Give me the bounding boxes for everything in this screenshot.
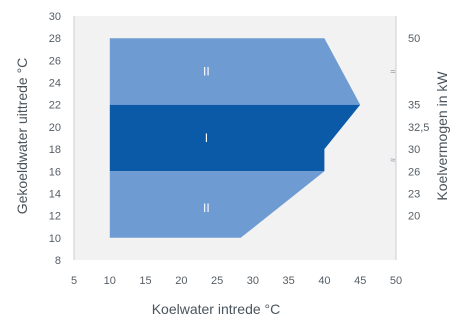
y2-tick-label: 32,5 bbox=[408, 122, 429, 134]
region-1-area bbox=[109, 38, 361, 105]
x-tick-label: 45 bbox=[354, 275, 366, 287]
y2-tick-label: 30 bbox=[408, 144, 420, 156]
x-tick-label: 15 bbox=[139, 275, 151, 287]
region-3-label: II bbox=[203, 201, 210, 215]
x-tick-label: 50 bbox=[390, 275, 402, 287]
y2-tick-label: 35 bbox=[408, 100, 420, 112]
y2-axis-break-mark: ≈ bbox=[391, 155, 396, 165]
x-tick-label: 20 bbox=[175, 275, 187, 287]
y2-axis-title: Koelvermogen in kW bbox=[434, 71, 450, 201]
region-2-label: I bbox=[205, 131, 208, 145]
y-tick-label: 22 bbox=[49, 100, 61, 112]
y-tick-label: 16 bbox=[49, 166, 61, 178]
y-tick-label: 8 bbox=[55, 255, 61, 267]
y-tick-label: 14 bbox=[49, 188, 61, 200]
y-tick-label: 26 bbox=[49, 55, 61, 67]
y-tick-label: 18 bbox=[49, 144, 61, 156]
region-1-label: II bbox=[203, 64, 210, 78]
region-2-area bbox=[109, 104, 361, 172]
region-3-area bbox=[109, 171, 325, 238]
y-tick-label: 28 bbox=[49, 33, 61, 45]
x-tick-label: 35 bbox=[283, 275, 295, 287]
x-tick-label: 5 bbox=[71, 275, 77, 287]
y2-ticks: 50 35 32,5 30 26 23 20 ≈ ≈ bbox=[391, 33, 430, 222]
y-tick-label: 20 bbox=[49, 122, 61, 134]
x-tick-label: 10 bbox=[104, 275, 116, 287]
y2-axis-break-mark: ≈ bbox=[391, 66, 396, 76]
x-ticks: 5 10 15 20 25 30 35 40 45 50 bbox=[71, 275, 402, 287]
y-tick-label: 12 bbox=[49, 211, 61, 223]
x-tick-label: 30 bbox=[247, 275, 259, 287]
y2-tick-label: 26 bbox=[408, 166, 420, 178]
y-tick-label: 24 bbox=[49, 78, 61, 90]
y2-tick-label: 20 bbox=[408, 211, 420, 223]
x-axis-title: Koelwater intrede °C bbox=[152, 301, 281, 317]
y2-tick-label: 50 bbox=[408, 33, 420, 45]
y-tick-label: 10 bbox=[49, 233, 61, 245]
y2-tick-label: 23 bbox=[408, 188, 420, 200]
x-tick-label: 40 bbox=[318, 275, 330, 287]
y-axis-title: Gekoeldwater uittrede °C bbox=[14, 58, 30, 215]
y-ticks: 8 10 12 14 16 18 20 22 24 26 28 30 bbox=[49, 11, 61, 267]
y-tick-label: 30 bbox=[49, 11, 61, 23]
axis-lines bbox=[73, 16, 397, 260]
x-tick-label: 25 bbox=[211, 275, 223, 287]
